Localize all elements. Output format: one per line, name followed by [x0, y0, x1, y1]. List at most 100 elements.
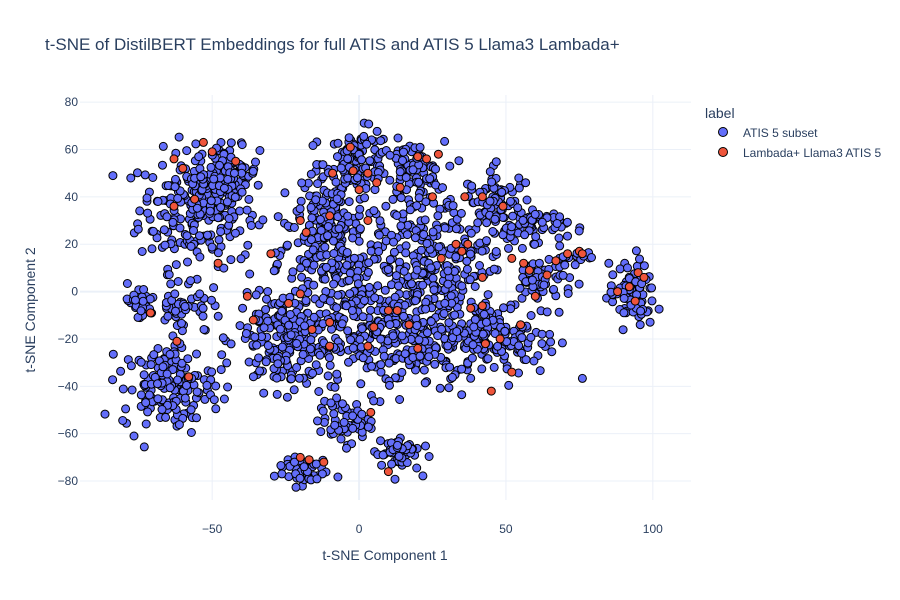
scatter-point[interactable] [153, 344, 163, 353]
scatter-point[interactable] [178, 163, 188, 173]
scatter-point[interactable] [169, 154, 179, 164]
scatter-point[interactable] [410, 233, 420, 243]
scatter-point[interactable] [489, 362, 499, 372]
scatter-point[interactable] [645, 317, 655, 327]
scatter-point[interactable] [555, 241, 565, 251]
scatter-point[interactable] [328, 168, 338, 178]
scatter-point[interactable] [161, 412, 171, 422]
scatter-point[interactable] [305, 344, 315, 354]
scatter-point[interactable] [121, 404, 131, 414]
scatter-point[interactable] [372, 126, 382, 136]
scatter-point[interactable] [369, 206, 379, 216]
scatter-point[interactable] [385, 320, 395, 330]
scatter-point[interactable] [325, 211, 335, 221]
scatter-point[interactable] [108, 349, 118, 359]
scatter-point[interactable] [222, 197, 232, 207]
scatter-point[interactable] [443, 266, 453, 276]
scatter-point[interactable] [133, 224, 143, 234]
scatter-point[interactable] [412, 463, 422, 473]
scatter-point[interactable] [542, 307, 552, 317]
scatter-point[interactable] [411, 296, 420, 306]
scatter-point[interactable] [654, 304, 664, 314]
scatter-point[interactable] [262, 294, 271, 304]
scatter-point[interactable] [374, 230, 384, 240]
legend-item-atis5[interactable]: ATIS 5 subset [718, 126, 819, 140]
scatter-point[interactable] [348, 343, 358, 353]
scatter-point[interactable] [401, 173, 411, 182]
scatter-point[interactable] [359, 131, 369, 141]
scatter-point[interactable] [136, 306, 146, 316]
scatter-point[interactable] [443, 279, 453, 289]
scatter-point[interactable] [318, 160, 328, 170]
scatter-point[interactable] [198, 137, 208, 147]
scatter-point[interactable] [413, 152, 423, 162]
scatter-point[interactable] [343, 154, 353, 164]
scatter-point[interactable] [332, 194, 342, 204]
scatter-point[interactable] [535, 366, 545, 376]
scatter-point[interactable] [158, 160, 167, 170]
scatter-point[interactable] [422, 154, 432, 164]
scatter-point[interactable] [446, 291, 456, 301]
scatter-point[interactable] [517, 333, 527, 343]
scatter-point[interactable] [376, 360, 386, 370]
scatter-point[interactable] [298, 350, 308, 359]
scatter-point[interactable] [465, 249, 475, 259]
scatter-point[interactable] [296, 196, 306, 206]
scatter-point[interactable] [352, 173, 362, 183]
scatter-point[interactable] [263, 287, 273, 296]
scatter-point[interactable] [219, 263, 229, 273]
scatter-point[interactable] [269, 471, 279, 481]
scatter-point[interactable] [344, 133, 354, 143]
scatter-point[interactable] [370, 293, 380, 303]
scatter-point[interactable] [295, 289, 305, 299]
scatter-point[interactable] [636, 306, 646, 316]
scatter-point[interactable] [518, 215, 528, 225]
scatter-point[interactable] [514, 183, 524, 193]
scatter-point[interactable] [563, 289, 573, 298]
scatter-point[interactable] [388, 194, 398, 204]
scatter-point[interactable] [452, 327, 462, 336]
scatter-point[interactable] [364, 119, 374, 129]
scatter-point[interactable] [477, 272, 487, 282]
scatter-point[interactable] [192, 203, 202, 213]
scatter-point[interactable] [332, 393, 342, 403]
scatter-point[interactable] [186, 405, 196, 415]
scatter-point[interactable] [186, 428, 196, 437]
scatter-point[interactable] [519, 258, 529, 268]
scatter-point[interactable] [325, 360, 335, 370]
scatter-point[interactable] [139, 285, 149, 294]
scatter-point[interactable] [295, 452, 305, 462]
scatter-point[interactable] [116, 366, 126, 376]
scatter-point[interactable] [213, 213, 223, 223]
scatter-point[interactable] [639, 261, 649, 271]
scatter-point[interactable] [250, 332, 260, 342]
scatter-point[interactable] [173, 375, 183, 385]
scatter-point[interactable] [383, 306, 393, 315]
scatter-point[interactable] [508, 211, 518, 221]
scatter-point[interactable] [326, 398, 336, 408]
scatter-point[interactable] [554, 307, 564, 317]
scatter-point[interactable] [175, 223, 185, 233]
scatter-point[interactable] [412, 321, 422, 330]
scatter-point[interactable] [482, 236, 491, 246]
scatter-point[interactable] [618, 325, 628, 335]
scatter-point[interactable] [177, 318, 186, 328]
scatter-point[interactable] [574, 226, 584, 236]
scatter-point[interactable] [414, 177, 424, 187]
scatter-point[interactable] [297, 272, 307, 282]
scatter-point[interactable] [182, 380, 191, 390]
scatter-point[interactable] [337, 319, 347, 329]
scatter-point[interactable] [451, 239, 461, 249]
scatter-point[interactable] [526, 311, 536, 320]
scatter-point[interactable] [311, 459, 321, 469]
scatter-point[interactable] [158, 141, 168, 151]
scatter-point[interactable] [242, 205, 252, 215]
scatter-point[interactable] [530, 239, 540, 249]
scatter-point[interactable] [388, 331, 398, 341]
scatter-point[interactable] [196, 172, 206, 182]
scatter-point[interactable] [162, 369, 172, 379]
scatter-point[interactable] [482, 218, 492, 228]
scatter-point[interactable] [416, 245, 426, 255]
scatter-point[interactable] [577, 373, 587, 383]
scatter-point[interactable] [237, 187, 247, 197]
